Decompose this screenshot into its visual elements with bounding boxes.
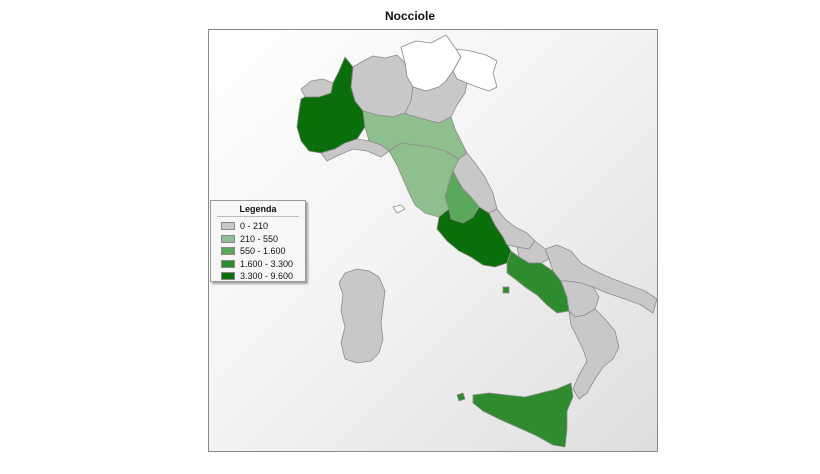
legend-swatch	[221, 247, 235, 256]
italy-map	[296, 34, 657, 448]
map-area	[208, 29, 658, 452]
legend-item: 3.300 - 9.600	[211, 270, 305, 283]
region-piemonte[interactable]	[296, 56, 366, 154]
island-elba	[392, 204, 406, 214]
legend-swatch	[221, 222, 235, 231]
island-small	[456, 392, 466, 402]
legend-swatch	[221, 272, 235, 281]
legend-label: 1.600 - 3.300	[240, 258, 294, 269]
legend-label: 550 - 1.600	[240, 246, 286, 257]
legend-swatch	[221, 259, 235, 268]
region-sardegna[interactable]	[338, 268, 386, 364]
legend-item: 1.600 - 3.300	[211, 258, 305, 271]
legend-item: 0 - 210	[211, 220, 305, 233]
legend-label: 0 - 210	[240, 221, 269, 232]
legend-item: 210 - 550	[211, 233, 305, 246]
island-capri	[502, 286, 510, 294]
map-title: Nocciole	[384, 9, 435, 23]
region-sicilia[interactable]	[472, 382, 574, 448]
legend: Legenda 0 - 210 210 - 550 550 - 1.600 1.…	[210, 200, 306, 282]
legend-swatch	[221, 234, 235, 243]
legend-label: 210 - 550	[240, 233, 279, 244]
legend-title: Legenda	[217, 201, 299, 217]
legend-item: 550 - 1.600	[211, 245, 305, 258]
legend-label: 3.300 - 9.600	[240, 271, 294, 282]
region-calabria[interactable]	[568, 308, 620, 400]
